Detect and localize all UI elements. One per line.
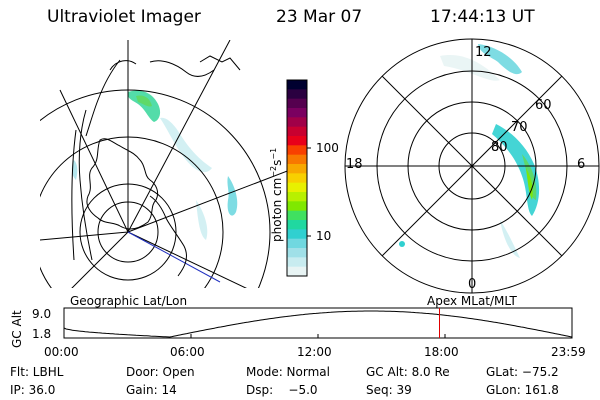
observation-time: 17:44:13 UT [430,7,535,27]
mlt-label-6: 6 [577,157,586,172]
status-dsp: Dsp: −5.0 [246,383,318,397]
time-tick-1200: 12:00 [297,345,332,359]
mlat-label-80: 80 [491,140,508,155]
status-filter: Flt: LBHL [10,365,64,379]
status-gain: Gain: 14 [126,383,177,397]
colorbar-segment [287,154,307,165]
time-tick-1800: 18:00 [424,345,459,359]
altitude-axis-label: GC Alt [10,310,24,348]
colorbar-segment [287,98,307,109]
status-door: Door: Open [126,365,195,379]
colorbar-segment [287,126,307,137]
time-tick-0600: 06:00 [170,345,205,359]
colorbar-segment [287,89,307,100]
apex-aurora-emission [399,44,540,258]
colorbar-segment [287,136,307,146]
colorbar-frame [286,79,308,277]
status-glat: GLat: −75.2 [486,365,559,379]
colorbar-segment [287,145,307,156]
mlt-label-12: 12 [475,45,492,60]
instrument-title: Ultraviolet Imager [47,7,201,27]
colorbar-segment [287,117,307,128]
colorbar-unit: photon cm−2s−1 [269,147,284,242]
mlat-label-60: 60 [535,98,552,113]
altitude-tick-min: 1.8 [32,327,52,341]
colorbar-segment [287,164,307,174]
apex-label: Apex MLat/MLT [427,294,517,308]
colorbar-segment [287,238,307,249]
status-gc-alt: GC Alt: 8.0 Re [366,365,450,379]
colorbar-segment [287,220,307,230]
mlat-label-70: 70 [511,120,528,135]
altitude-curve [63,310,573,338]
status-glon: GLon: 161.8 [486,383,559,397]
status-seq: Seq: 39 [366,383,412,397]
colorbar-tick-10: 10 [316,229,332,243]
colorbar-segment [287,80,307,90]
mlt-label-18: 18 [346,157,363,172]
colorbar-segment [287,248,307,258]
colorbar-segment [287,182,307,193]
colorbar-segment [287,192,307,202]
altitude-plot [63,307,573,339]
colorbar [286,79,311,277]
colorbar-segment [287,266,307,277]
colorbar-segment [287,257,307,268]
colorbar-tick-100: 100 [316,141,339,155]
colorbar-segment [287,108,307,118]
geographic-map [40,40,290,288]
time-tick-0000: 00:00 [44,345,79,359]
mlt-label-0: 0 [468,277,477,292]
altitude-tick-max: 9.0 [32,307,52,321]
status-mode: Mode: Normal [246,365,330,379]
colorbar-segment [287,210,307,221]
colorbar-segment [287,229,307,240]
time-tick-2359: 23:59 [551,345,586,359]
apex-polar-map [344,38,600,294]
colorbar-segment [287,173,307,184]
status-ip: IP: 36.0 [10,383,56,397]
observation-date: 23 Mar 07 [276,7,363,27]
colorbar-segment [287,201,307,212]
geographic-label: Geographic Lat/Lon [70,294,188,308]
